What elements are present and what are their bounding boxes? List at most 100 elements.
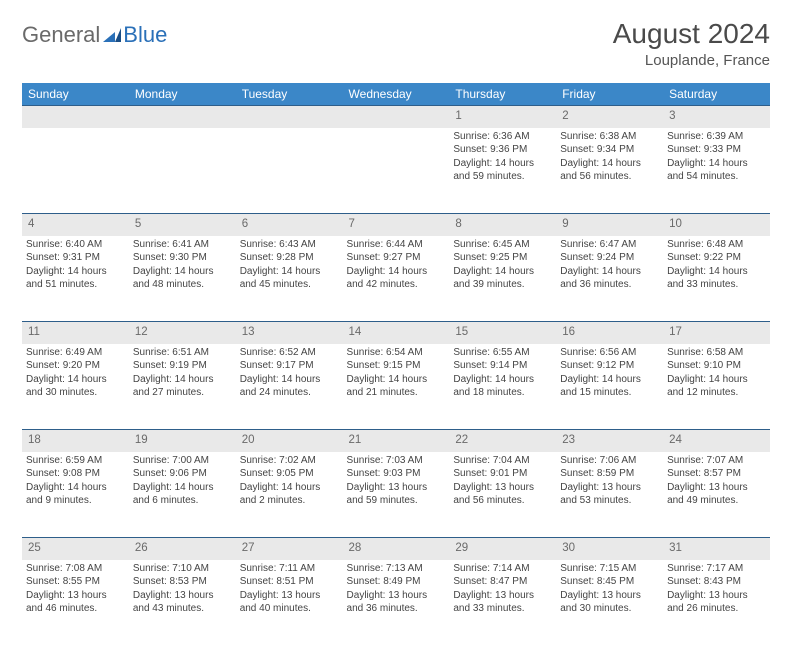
daynum-cell: 8 — [449, 214, 556, 236]
sunset-line: Sunset: 9:22 PM — [667, 251, 766, 265]
sunrise-line: Sunrise: 6:39 AM — [667, 130, 766, 144]
sunset-line: Sunset: 9:05 PM — [240, 467, 339, 481]
sunset-line: Sunset: 9:25 PM — [453, 251, 552, 265]
daynum-row: 123 — [22, 106, 770, 128]
daylight-line: Daylight: 13 hours and 59 minutes. — [347, 481, 446, 508]
sunrise-line: Sunrise: 7:00 AM — [133, 454, 232, 468]
sunrise-line: Sunrise: 7:03 AM — [347, 454, 446, 468]
sunrise-line: Sunrise: 7:10 AM — [133, 562, 232, 576]
day-detail-cell: Sunrise: 7:11 AMSunset: 8:51 PMDaylight:… — [236, 560, 343, 646]
sunset-line: Sunset: 9:20 PM — [26, 359, 125, 373]
daynum-cell: 30 — [556, 538, 663, 560]
daylight-line: Daylight: 14 hours and 12 minutes. — [667, 373, 766, 400]
daynum-cell: 26 — [129, 538, 236, 560]
daylight-line: Daylight: 14 hours and 24 minutes. — [240, 373, 339, 400]
day-detail-cell — [343, 128, 450, 214]
sunrise-line: Sunrise: 6:40 AM — [26, 238, 125, 252]
daynum-cell: 7 — [343, 214, 450, 236]
day-detail-cell: Sunrise: 7:06 AMSunset: 8:59 PMDaylight:… — [556, 452, 663, 538]
sunrise-line: Sunrise: 6:52 AM — [240, 346, 339, 360]
sunrise-line: Sunrise: 7:11 AM — [240, 562, 339, 576]
daynum-cell: 16 — [556, 322, 663, 344]
daylight-line: Daylight: 14 hours and 56 minutes. — [560, 157, 659, 184]
logo-word2: Blue — [123, 22, 167, 48]
day-detail-cell — [22, 128, 129, 214]
daynum-cell: 12 — [129, 322, 236, 344]
day-detail-cell — [236, 128, 343, 214]
sunset-line: Sunset: 9:08 PM — [26, 467, 125, 481]
daylight-line: Daylight: 14 hours and 59 minutes. — [453, 157, 552, 184]
sunset-line: Sunset: 9:01 PM — [453, 467, 552, 481]
day-detail-cell: Sunrise: 7:10 AMSunset: 8:53 PMDaylight:… — [129, 560, 236, 646]
daylight-line: Daylight: 14 hours and 42 minutes. — [347, 265, 446, 292]
detail-row: Sunrise: 7:08 AMSunset: 8:55 PMDaylight:… — [22, 560, 770, 646]
daynum-cell: 14 — [343, 322, 450, 344]
daylight-line: Daylight: 14 hours and 36 minutes. — [560, 265, 659, 292]
daynum-cell: 19 — [129, 430, 236, 452]
dayname-cell: Saturday — [663, 83, 770, 106]
daynum-row: 11121314151617 — [22, 322, 770, 344]
sunrise-line: Sunrise: 6:49 AM — [26, 346, 125, 360]
daynum-cell: 4 — [22, 214, 129, 236]
daylight-line: Daylight: 14 hours and 27 minutes. — [133, 373, 232, 400]
daylight-line: Daylight: 14 hours and 21 minutes. — [347, 373, 446, 400]
daylight-line: Daylight: 14 hours and 33 minutes. — [667, 265, 766, 292]
sunrise-line: Sunrise: 6:55 AM — [453, 346, 552, 360]
daynum-cell: 28 — [343, 538, 450, 560]
daynum-cell: 10 — [663, 214, 770, 236]
daynum-cell: 6 — [236, 214, 343, 236]
day-detail-cell — [129, 128, 236, 214]
day-detail-cell: Sunrise: 6:48 AMSunset: 9:22 PMDaylight:… — [663, 236, 770, 322]
sunrise-line: Sunrise: 6:36 AM — [453, 130, 552, 144]
day-detail-cell: Sunrise: 7:17 AMSunset: 8:43 PMDaylight:… — [663, 560, 770, 646]
sunset-line: Sunset: 8:55 PM — [26, 575, 125, 589]
daynum-cell — [22, 106, 129, 128]
daylight-line: Daylight: 14 hours and 48 minutes. — [133, 265, 232, 292]
sunrise-line: Sunrise: 6:45 AM — [453, 238, 552, 252]
sunset-line: Sunset: 8:49 PM — [347, 575, 446, 589]
sunset-line: Sunset: 8:59 PM — [560, 467, 659, 481]
sunrise-line: Sunrise: 6:43 AM — [240, 238, 339, 252]
sunset-line: Sunset: 9:34 PM — [560, 143, 659, 157]
daynum-cell — [236, 106, 343, 128]
sunset-line: Sunset: 8:47 PM — [453, 575, 552, 589]
day-detail-cell: Sunrise: 6:36 AMSunset: 9:36 PMDaylight:… — [449, 128, 556, 214]
day-detail-cell: Sunrise: 6:40 AMSunset: 9:31 PMDaylight:… — [22, 236, 129, 322]
daynum-cell: 29 — [449, 538, 556, 560]
day-detail-cell: Sunrise: 7:14 AMSunset: 8:47 PMDaylight:… — [449, 560, 556, 646]
dayname-cell: Wednesday — [343, 83, 450, 106]
sunset-line: Sunset: 9:19 PM — [133, 359, 232, 373]
daynum-cell: 3 — [663, 106, 770, 128]
logo: General Blue — [22, 18, 167, 48]
day-detail-cell: Sunrise: 7:03 AMSunset: 9:03 PMDaylight:… — [343, 452, 450, 538]
daynum-cell: 20 — [236, 430, 343, 452]
sunrise-line: Sunrise: 7:07 AM — [667, 454, 766, 468]
day-detail-cell: Sunrise: 6:47 AMSunset: 9:24 PMDaylight:… — [556, 236, 663, 322]
sunset-line: Sunset: 8:43 PM — [667, 575, 766, 589]
month-title: August 2024 — [613, 18, 770, 50]
sunrise-line: Sunrise: 6:56 AM — [560, 346, 659, 360]
sunset-line: Sunset: 9:28 PM — [240, 251, 339, 265]
sunset-line: Sunset: 9:33 PM — [667, 143, 766, 157]
sunrise-line: Sunrise: 6:51 AM — [133, 346, 232, 360]
dayname-cell: Sunday — [22, 83, 129, 106]
logo-word1: General — [22, 22, 100, 48]
day-detail-cell: Sunrise: 6:45 AMSunset: 9:25 PMDaylight:… — [449, 236, 556, 322]
detail-row: Sunrise: 6:36 AMSunset: 9:36 PMDaylight:… — [22, 128, 770, 214]
dayname-cell: Tuesday — [236, 83, 343, 106]
sunrise-line: Sunrise: 7:08 AM — [26, 562, 125, 576]
sunrise-line: Sunrise: 6:41 AM — [133, 238, 232, 252]
daynum-cell: 27 — [236, 538, 343, 560]
detail-row: Sunrise: 6:59 AMSunset: 9:08 PMDaylight:… — [22, 452, 770, 538]
sunrise-line: Sunrise: 7:06 AM — [560, 454, 659, 468]
daylight-line: Daylight: 14 hours and 30 minutes. — [26, 373, 125, 400]
sunrise-line: Sunrise: 6:47 AM — [560, 238, 659, 252]
sunset-line: Sunset: 9:36 PM — [453, 143, 552, 157]
sunset-line: Sunset: 9:06 PM — [133, 467, 232, 481]
daylight-line: Daylight: 14 hours and 54 minutes. — [667, 157, 766, 184]
location-label: Louplande, France — [613, 52, 770, 69]
daylight-line: Daylight: 14 hours and 2 minutes. — [240, 481, 339, 508]
sunrise-line: Sunrise: 7:13 AM — [347, 562, 446, 576]
dayname-row: SundayMondayTuesdayWednesdayThursdayFrid… — [22, 83, 770, 106]
daylight-line: Daylight: 14 hours and 51 minutes. — [26, 265, 125, 292]
